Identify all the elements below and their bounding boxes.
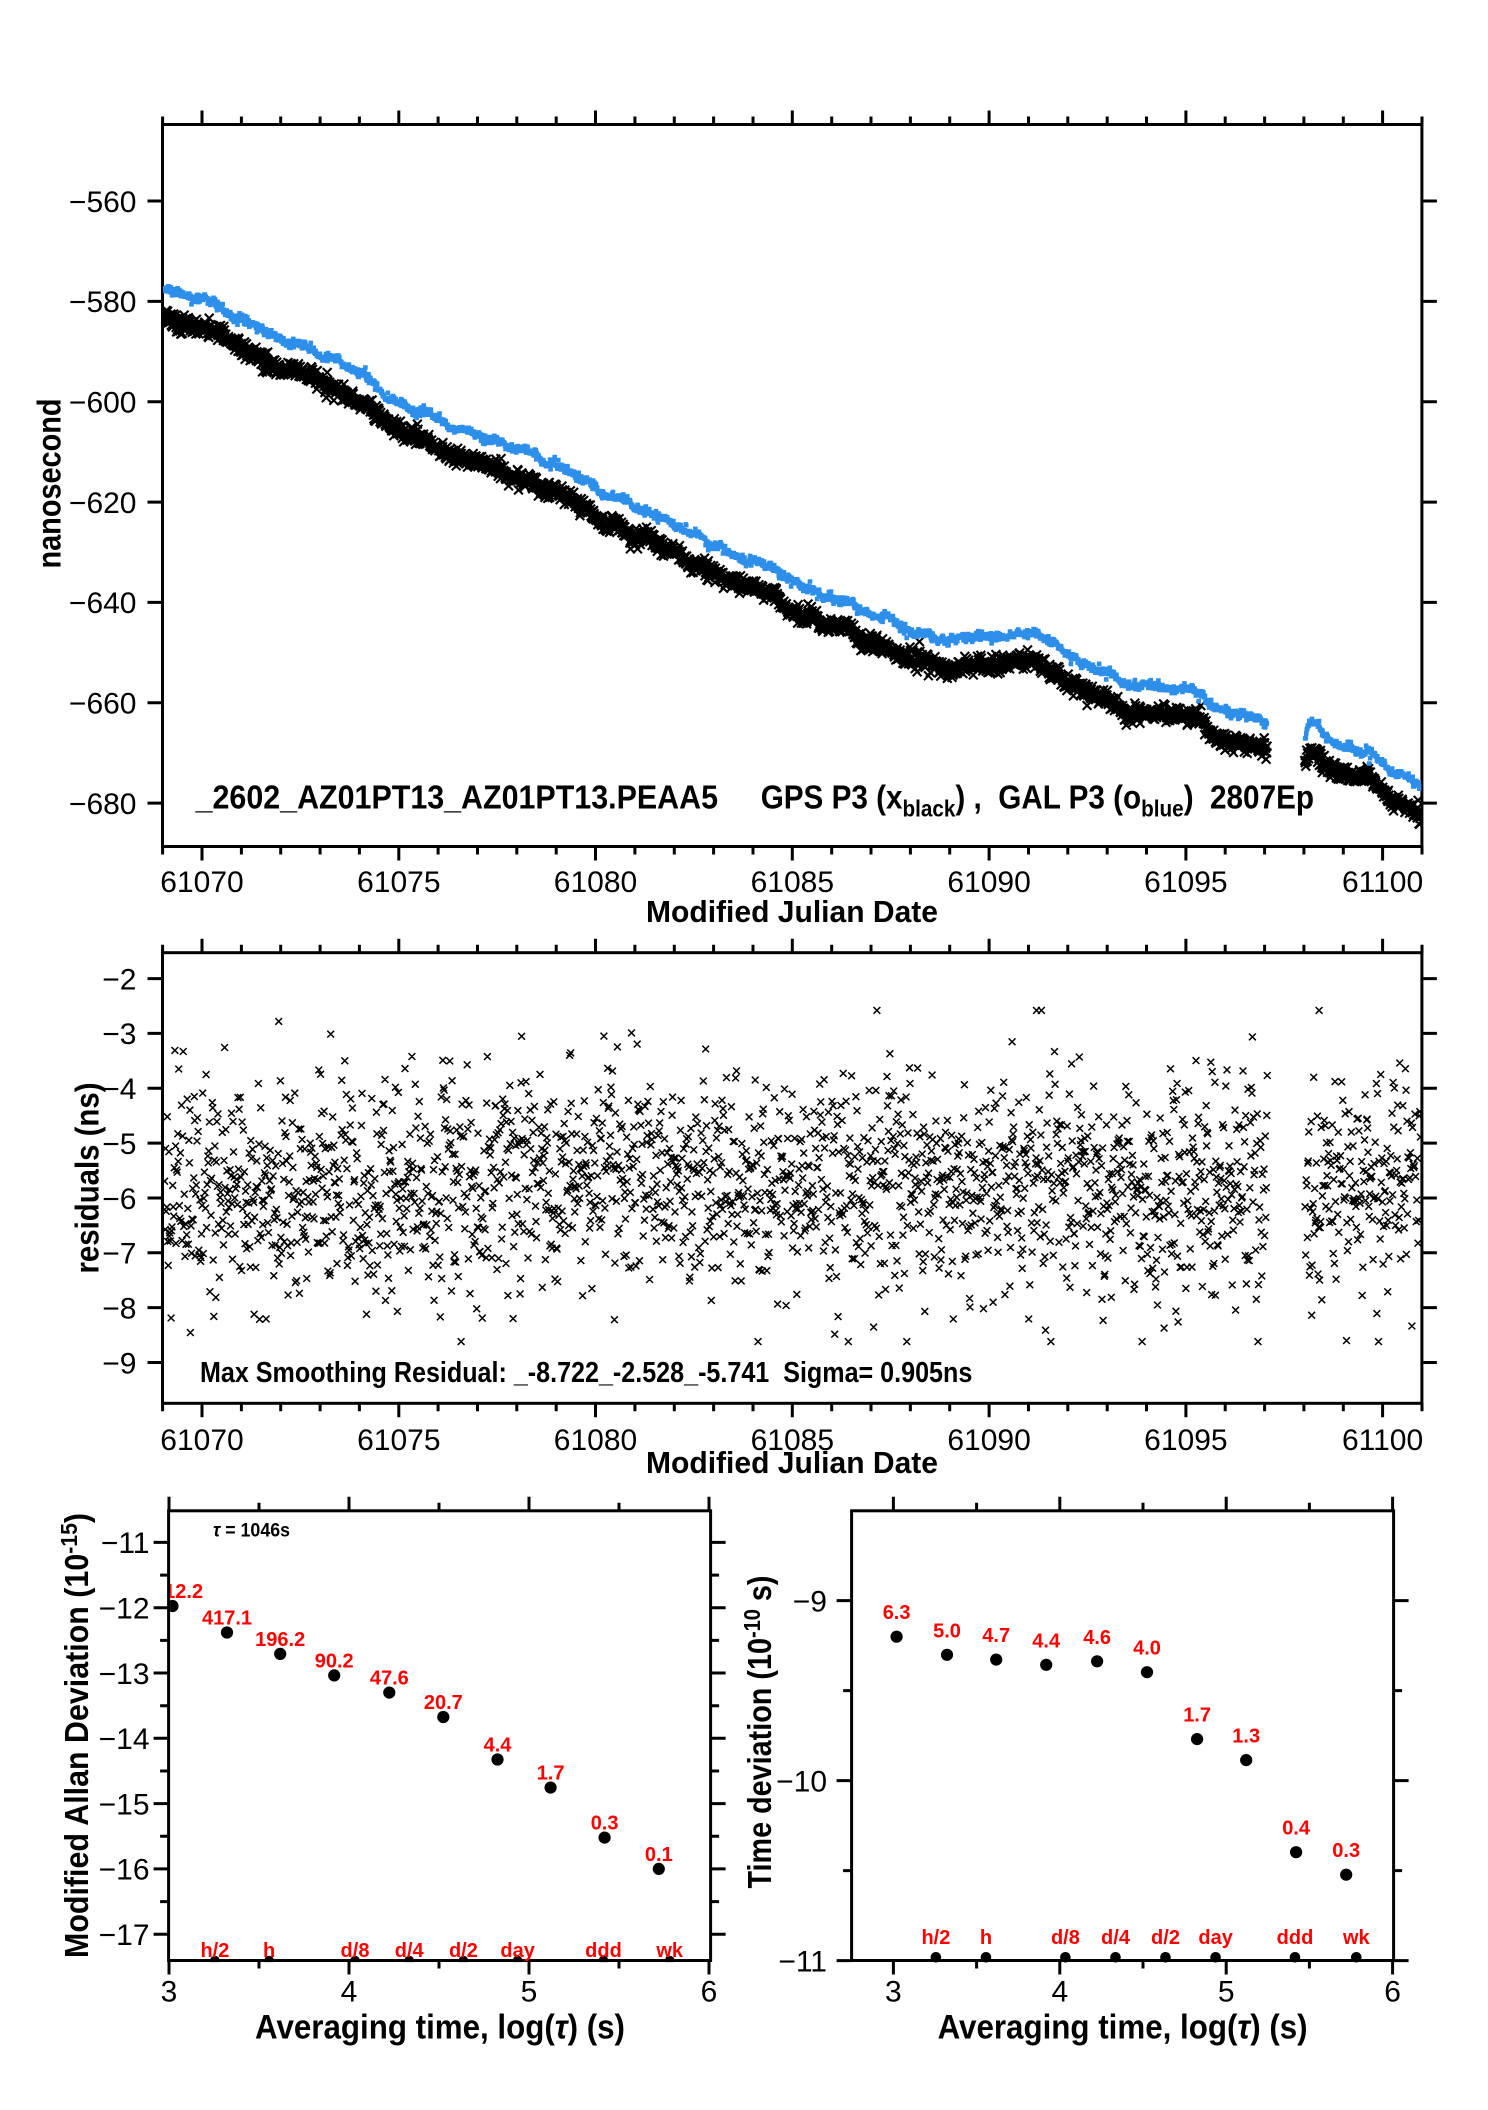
svg-text:61100: 61100 — [1342, 866, 1423, 899]
svg-text:wk: wk — [655, 1940, 684, 1962]
svg-text:0.4: 0.4 — [1282, 1818, 1311, 1840]
svg-text:61085: 61085 — [751, 866, 834, 899]
svg-text:−3: −3 — [102, 1018, 136, 1051]
svg-text:ddd: ddd — [585, 1940, 622, 1962]
svg-text:−560: −560 — [69, 186, 137, 219]
svg-text:3: 3 — [885, 1976, 902, 2009]
svg-text:−11: −11 — [101, 1527, 150, 1560]
svg-text:Modified Julian Date: Modified Julian Date — [646, 1445, 938, 1480]
svg-text:6: 6 — [1384, 1976, 1401, 2009]
svg-text:4.4: 4.4 — [1032, 1630, 1061, 1652]
svg-text:417.1: 417.1 — [202, 1608, 252, 1630]
svg-text:h: h — [980, 1927, 992, 1949]
svg-text:d/8: d/8 — [1051, 1927, 1080, 1949]
svg-text:−15: −15 — [99, 1788, 150, 1821]
svg-text:Averaging time, log(τ) (s): Averaging time, log(τ) (s) — [255, 2009, 625, 2047]
svg-text:−8: −8 — [102, 1292, 136, 1325]
svg-text:−12: −12 — [99, 1593, 150, 1626]
svg-text:6: 6 — [701, 1976, 718, 2009]
svg-text:residuals (ns): residuals (ns) — [69, 1083, 106, 1274]
svg-text:day: day — [1198, 1927, 1233, 1949]
svg-text:−4: −4 — [102, 1073, 136, 1106]
svg-text:1.3: 1.3 — [1232, 1726, 1260, 1748]
svg-text:20.7: 20.7 — [424, 1692, 463, 1714]
svg-text:5: 5 — [1218, 1976, 1235, 2009]
svg-text:−5: −5 — [102, 1128, 136, 1161]
svg-text:−16: −16 — [99, 1854, 150, 1887]
svg-text:−620: −620 — [69, 487, 137, 520]
svg-text:Averaging time, log(τ) (s): Averaging time, log(τ) (s) — [938, 2009, 1308, 2047]
svg-text:61070: 61070 — [160, 1424, 243, 1457]
svg-text:4: 4 — [341, 1976, 358, 2009]
svg-text:d/2: d/2 — [1151, 1927, 1180, 1949]
svg-text:5.0: 5.0 — [933, 1620, 961, 1642]
svg-text:61080: 61080 — [554, 866, 637, 899]
svg-text:−13: −13 — [99, 1658, 150, 1691]
svg-text:61070: 61070 — [160, 866, 243, 899]
svg-text:4.7: 4.7 — [982, 1625, 1010, 1647]
svg-text:61075: 61075 — [357, 866, 440, 899]
svg-text:_2602_AZ01PT13_AZ01PT13.PEAA5: _2602_AZ01PT13_AZ01PT13.PEAA5 — [195, 779, 718, 816]
svg-text:0.3: 0.3 — [591, 1813, 619, 1835]
svg-text:wk: wk — [1342, 1927, 1371, 1949]
svg-text:Modified Allan Deviation (10-1: Modified Allan Deviation (10-15) — [56, 1513, 95, 1958]
svg-text:61100: 61100 — [1342, 1424, 1423, 1457]
svg-text:1.7: 1.7 — [1183, 1705, 1211, 1727]
svg-text:0.3: 0.3 — [1332, 1840, 1360, 1862]
svg-text:4.0: 4.0 — [1133, 1638, 1161, 1660]
svg-text:Max Smoothing Residual: _-8.72: Max Smoothing Residual: _-8.722_-2.528_-… — [200, 1357, 972, 1389]
svg-text:1012.2: 1012.2 — [142, 1581, 203, 1603]
svg-text:−14: −14 — [99, 1723, 150, 1756]
svg-text:nanosecond: nanosecond — [31, 399, 68, 569]
svg-text:−2: −2 — [102, 963, 136, 996]
svg-text:47.6: 47.6 — [370, 1668, 409, 1690]
svg-text:5: 5 — [521, 1976, 538, 2009]
svg-text:−11: −11 — [778, 1945, 827, 1978]
svg-text:90.2: 90.2 — [315, 1650, 354, 1672]
svg-text:0.1: 0.1 — [645, 1844, 673, 1866]
svg-text:d/8: d/8 — [341, 1940, 370, 1962]
svg-text:61080: 61080 — [554, 1424, 637, 1457]
svg-text:−600: −600 — [69, 387, 137, 420]
svg-text:d/4: d/4 — [395, 1940, 425, 1962]
svg-text:1.7: 1.7 — [537, 1763, 565, 1785]
svg-text:4: 4 — [1051, 1976, 1068, 2009]
svg-text:−7: −7 — [102, 1238, 136, 1271]
svg-text:61090: 61090 — [947, 866, 1030, 899]
svg-text:−580: −580 — [69, 286, 137, 319]
svg-text:−17: −17 — [99, 1919, 150, 1952]
svg-text:61095: 61095 — [1144, 1424, 1227, 1457]
svg-text:ddd: ddd — [1277, 1927, 1314, 1949]
svg-text:61075: 61075 — [357, 1424, 440, 1457]
svg-text:4.6: 4.6 — [1083, 1627, 1111, 1649]
svg-text:61090: 61090 — [947, 1424, 1030, 1457]
svg-text:−680: −680 — [69, 788, 137, 821]
svg-text:h/2: h/2 — [921, 1927, 950, 1949]
svg-text:GPS P3 (xblack) , GAL P3 (obl: GPS P3 (xblack) , GAL P3 (oblue) 2807Ep — [761, 779, 1314, 822]
svg-text:4.4: 4.4 — [484, 1735, 513, 1757]
svg-text:−660: −660 — [69, 688, 137, 721]
svg-text:d/2: d/2 — [449, 1940, 478, 1962]
svg-text:3: 3 — [161, 1976, 178, 2009]
svg-text:−640: −640 — [69, 587, 137, 620]
svg-text:−6: −6 — [102, 1183, 136, 1216]
svg-text:Modified Julian Date: Modified Julian Date — [646, 894, 938, 929]
svg-text:h/2: h/2 — [200, 1940, 229, 1962]
svg-text:196.2: 196.2 — [255, 1629, 305, 1651]
svg-text:61095: 61095 — [1144, 866, 1227, 899]
svg-text:−9: −9 — [102, 1347, 136, 1380]
svg-text:−9: −9 — [793, 1585, 827, 1618]
svg-text:d/4: d/4 — [1101, 1927, 1131, 1949]
svg-text:−10: −10 — [776, 1765, 827, 1798]
svg-text:τ = 1046s: τ = 1046s — [213, 1520, 290, 1541]
svg-text:day: day — [500, 1940, 535, 1962]
svg-text:6.3: 6.3 — [883, 1602, 911, 1624]
svg-text:h: h — [263, 1940, 275, 1962]
svg-text:61085: 61085 — [751, 1424, 834, 1457]
